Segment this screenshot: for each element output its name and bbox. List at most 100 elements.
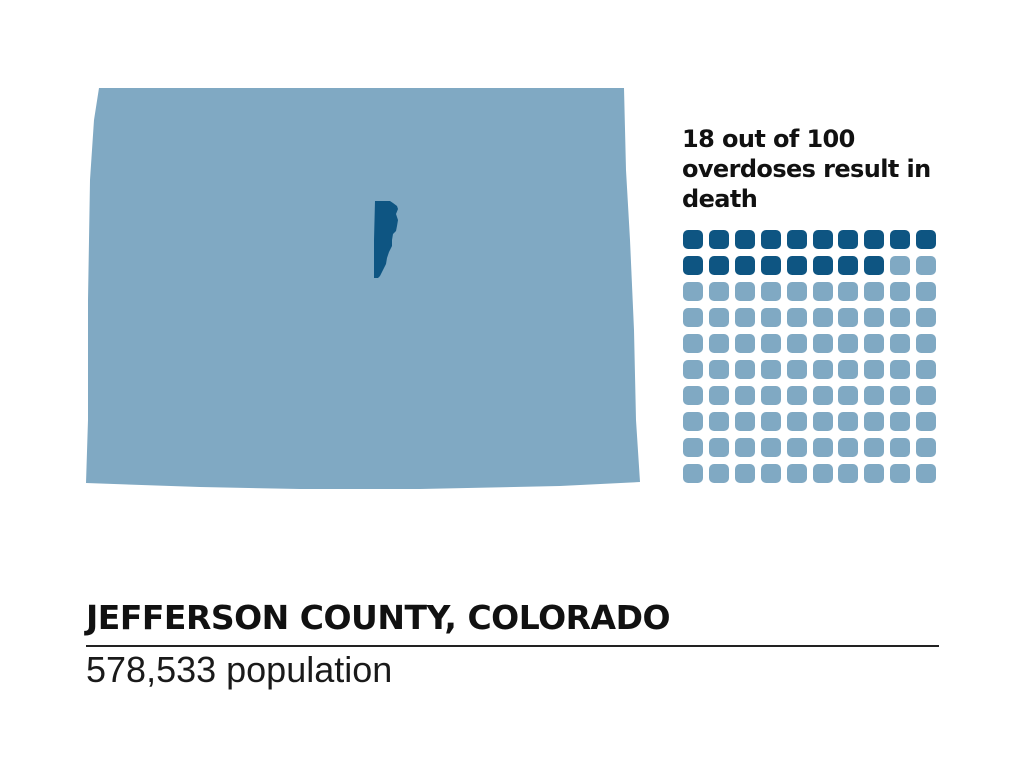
waffle-cell [708,334,729,353]
waffle-cell [760,464,781,483]
waffle-cell [708,464,729,483]
waffle-cell [864,282,885,301]
waffle-cell-death [683,256,703,275]
waffle-cell [786,386,807,405]
waffle-cell [734,334,755,353]
waffle-cell [683,412,703,431]
waffle-cell-death [708,256,729,275]
waffle-cell [708,308,729,327]
jefferson-county-shape[interactable] [374,201,398,278]
waffle-cell [683,334,703,353]
waffle-cell [683,386,703,405]
waffle-cell [916,412,937,431]
waffle-cell [708,282,729,301]
waffle-chart [683,230,941,488]
waffle-cell-death [760,256,781,275]
waffle-cell [812,412,833,431]
waffle-cell [812,282,833,301]
waffle-cell-death [734,256,755,275]
waffle-cell [916,256,937,275]
waffle-cell [864,360,885,379]
waffle-cell [838,282,859,301]
waffle-cell [760,412,781,431]
population-label: 578,533 population [86,649,393,690]
waffle-cell-death [786,230,807,249]
waffle-cell [916,282,937,301]
waffle-cell [786,360,807,379]
waffle-cell [708,386,729,405]
waffle-cell [864,438,885,457]
waffle-cell-death [683,230,703,249]
waffle-cell [760,282,781,301]
waffle-cell [760,438,781,457]
waffle-cell [683,360,703,379]
waffle-cell [838,334,859,353]
waffle-cell [916,334,937,353]
waffle-cell [890,282,911,301]
waffle-cell [838,360,859,379]
waffle-cell [864,464,885,483]
waffle-cell [786,334,807,353]
waffle-cell-death [864,230,885,249]
waffle-cell [812,386,833,405]
waffle-cell [708,412,729,431]
waffle-cell [916,464,937,483]
waffle-cell [683,438,703,457]
waffle-cell-death [838,230,859,249]
waffle-cell [734,412,755,431]
waffle-cell [786,282,807,301]
waffle-cell-death [812,230,833,249]
waffle-cell [760,360,781,379]
waffle-title: 18 out of 100 overdoses result in death [682,125,931,213]
waffle-cell [734,282,755,301]
waffle-cell [734,386,755,405]
waffle-cell [683,464,703,483]
waffle-cell [760,386,781,405]
waffle-cell [786,308,807,327]
waffle-cell [786,464,807,483]
waffle-cell [864,334,885,353]
waffle-cell [890,412,911,431]
waffle-cell [890,334,911,353]
waffle-cell [864,308,885,327]
waffle-cell [708,438,729,457]
waffle-cell [890,386,911,405]
waffle-cell [838,386,859,405]
waffle-cell [864,386,885,405]
waffle-cell-death [786,256,807,275]
waffle-cell-death [812,256,833,275]
waffle-cell [838,412,859,431]
colorado-state-shape [86,88,640,489]
waffle-cell [890,438,911,457]
waffle-cell-death [838,256,859,275]
waffle-cell [734,464,755,483]
waffle-cell-death [734,230,755,249]
waffle-cell [916,386,937,405]
waffle-cell [812,308,833,327]
waffle-cell [838,308,859,327]
waffle-cell [786,438,807,457]
waffle-cell [838,438,859,457]
waffle-cell [916,438,937,457]
waffle-cell-death [890,230,911,249]
waffle-cell-death [760,230,781,249]
title-divider [86,645,939,647]
waffle-cell [916,360,937,379]
county-title: JEFFERSON COUNTY, COLORADO [86,598,671,637]
waffle-cell [760,334,781,353]
waffle-cell [890,256,911,275]
waffle-cell [683,308,703,327]
waffle-cell [812,464,833,483]
waffle-cell [760,308,781,327]
waffle-cell-death [864,256,885,275]
waffle-cell [838,464,859,483]
waffle-cell-death [916,230,937,249]
waffle-cell [890,464,911,483]
waffle-cell [890,360,911,379]
waffle-cell [812,438,833,457]
waffle-cell [890,308,911,327]
waffle-cell [786,412,807,431]
waffle-cell [812,360,833,379]
